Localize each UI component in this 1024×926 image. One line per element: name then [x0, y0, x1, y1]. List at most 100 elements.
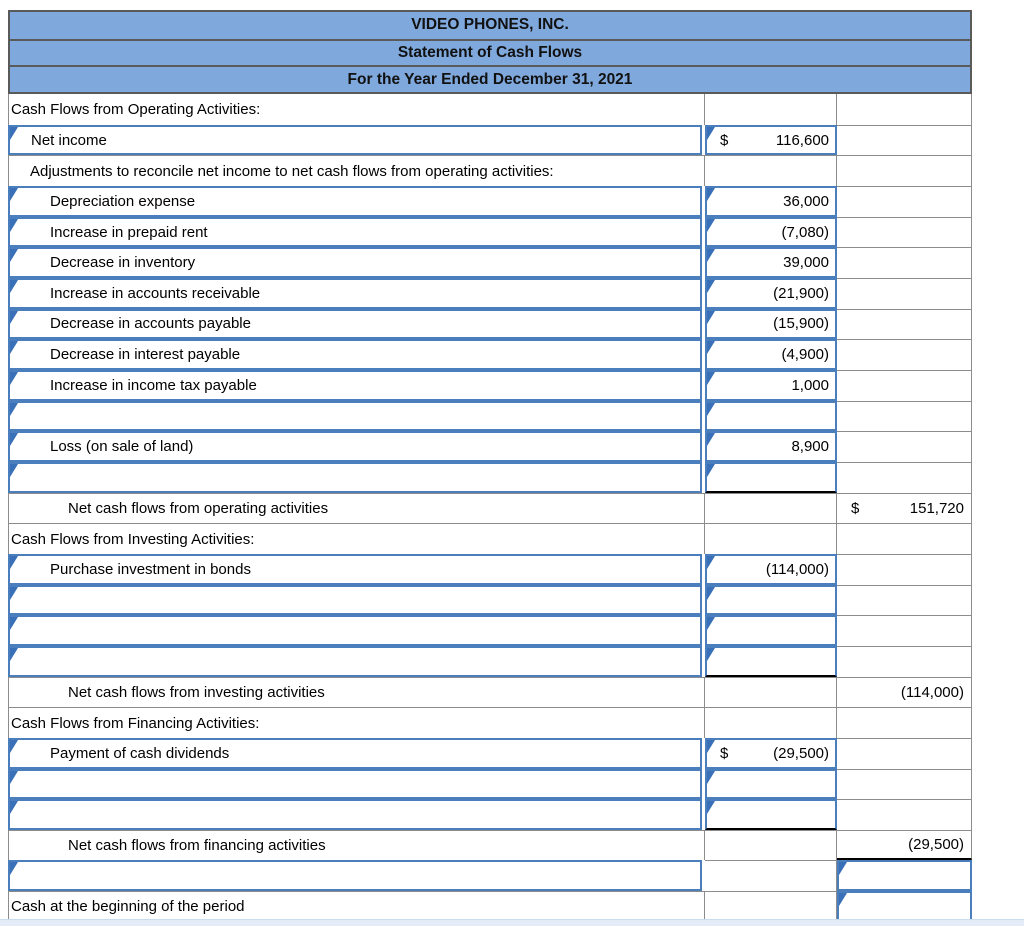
amount-input-cell-1[interactable]	[705, 768, 837, 800]
amount-input-cell-1[interactable]: (114,000)	[705, 553, 837, 585]
amount-value: (114,000)	[900, 683, 964, 701]
label-input-cell[interactable]	[8, 584, 702, 616]
label-cell: Cash Flows from Investing Activities:	[8, 523, 705, 554]
sheet-row: Cash Flows from Operating Activities:	[8, 94, 972, 125]
row-label: Cash at the beginning of the period	[11, 898, 245, 916]
label-input-cell[interactable]: Payment of cash dividends	[8, 737, 702, 769]
amount-value: 8,900	[791, 438, 829, 456]
label-cell: Net cash flows from financing activities	[8, 829, 705, 861]
amount-input-cell-2[interactable]	[837, 891, 972, 922]
amount-cell-1	[705, 707, 837, 738]
answer-cell-flag-icon	[707, 218, 715, 232]
sheet-row: Increase in prepaid rent (7,080)	[8, 216, 972, 248]
label-cell: Adjustments to reconcile net income to n…	[8, 155, 705, 187]
amount-input-cell-1[interactable]: (4,900)	[705, 339, 837, 370]
amount-cell-2	[837, 431, 972, 462]
amount-input-cell-1[interactable]: 39,000	[705, 247, 837, 278]
label-input-cell[interactable]	[8, 799, 702, 830]
answer-cell-flag-icon	[10, 586, 18, 600]
amount-input-cell-1[interactable]: (7,080)	[705, 216, 837, 248]
answer-cell-flag-icon	[707, 249, 715, 263]
label-input-cell[interactable]	[8, 768, 702, 800]
answer-cell-flag-icon	[10, 402, 18, 416]
label-input-cell[interactable]	[8, 400, 702, 432]
amount-input-cell-1[interactable]: 36,000	[705, 186, 837, 217]
answer-cell-flag-icon	[707, 371, 715, 385]
label-input-cell[interactable]: Decrease in accounts payable	[8, 308, 702, 340]
amount-input-cell-1[interactable]	[705, 645, 837, 677]
amount-input-cell-1[interactable]	[705, 400, 837, 432]
amount-input-cell-1[interactable]: (15,900)	[705, 308, 837, 340]
label-input-cell[interactable]: Increase in income tax payable	[8, 369, 702, 401]
amount-cell-2	[837, 339, 972, 370]
sheet-row	[8, 461, 972, 493]
label-input-cell[interactable]	[8, 860, 702, 892]
amount-cell-2	[837, 768, 972, 800]
amount-cell-1	[705, 829, 837, 861]
amount-cell-2	[837, 400, 972, 432]
answer-cell-flag-icon	[10, 862, 18, 876]
amount-cell-1	[705, 523, 837, 554]
label-input-cell[interactable]: Decrease in inventory	[8, 247, 702, 278]
answer-cell-flag-icon	[10, 433, 18, 447]
label-input-cell[interactable]: Purchase investment in bonds	[8, 553, 702, 585]
label-input-cell[interactable]	[8, 645, 702, 677]
label-input-cell[interactable]: Increase in prepaid rent	[8, 216, 702, 248]
sheet-row	[8, 400, 972, 432]
answer-cell-flag-icon	[839, 862, 847, 876]
row-label: Cash Flows from Investing Activities:	[11, 530, 255, 548]
statement-title: Statement of Cash Flows	[10, 38, 970, 66]
row-label: Loss (on sale of land)	[50, 438, 194, 456]
amount-cell-2	[837, 553, 972, 585]
amount-cell-2	[837, 216, 972, 248]
amount-value: (29,500)	[773, 744, 829, 762]
label-input-cell[interactable]: Net income	[8, 124, 702, 156]
row-label: Decrease in interest payable	[50, 346, 241, 364]
statement-header: VIDEO PHONES, INC. Statement of Cash Flo…	[8, 10, 972, 95]
amount-cell-2	[837, 615, 972, 646]
answer-cell-flag-icon	[839, 893, 847, 907]
amount-input-cell-1[interactable]: 8,900	[705, 431, 837, 462]
amount-input-cell-1[interactable]	[705, 799, 837, 830]
amount-value: (4,900)	[781, 346, 829, 364]
answer-cell-flag-icon	[707, 463, 715, 477]
amount-input-cell-1[interactable]	[705, 461, 837, 493]
answer-cell-flag-icon	[707, 310, 715, 324]
answer-cell-flag-icon	[707, 341, 715, 355]
amount-cell-2	[837, 308, 972, 340]
amount-cell-2	[837, 584, 972, 616]
sheet-row	[8, 615, 972, 646]
amount-input-cell-1[interactable]	[705, 615, 837, 646]
answer-cell-flag-icon	[10, 647, 18, 661]
label-cell: Cash Flows from Financing Activities:	[8, 707, 705, 738]
label-input-cell[interactable]	[8, 615, 702, 646]
amount-input-cell-2[interactable]	[837, 860, 972, 892]
amount-cell-2	[837, 94, 972, 125]
currency-symbol: $	[851, 499, 860, 517]
label-input-cell[interactable]: Depreciation expense	[8, 186, 702, 217]
label-input-cell[interactable]: Loss (on sale of land)	[8, 431, 702, 462]
answer-cell-flag-icon	[10, 310, 18, 324]
amount-input-cell-1[interactable]: (21,900)	[705, 278, 837, 309]
amount-input-cell-1[interactable]	[705, 584, 837, 616]
amount-input-cell-1[interactable]: 1,000	[705, 369, 837, 401]
row-label: Purchase investment in bonds	[50, 560, 251, 578]
sheet-row: Purchase investment in bonds (114,000)	[8, 553, 972, 585]
currency-symbol: $	[720, 131, 729, 149]
answer-cell-flag-icon	[10, 188, 18, 202]
row-label: Increase in income tax payable	[50, 376, 257, 394]
label-cell: Cash Flows from Operating Activities:	[8, 94, 705, 125]
label-input-cell[interactable]: Decrease in interest payable	[8, 339, 702, 370]
amount-input-cell-1[interactable]: $116,600	[705, 124, 837, 156]
amount-cell-2	[837, 124, 972, 156]
answer-cell-flag-icon	[10, 218, 18, 232]
label-input-cell[interactable]	[8, 461, 702, 493]
sheet-row	[8, 799, 972, 830]
amount-input-cell-1[interactable]: $ (29,500)	[705, 737, 837, 769]
amount-cell-2	[837, 461, 972, 493]
label-input-cell[interactable]: Increase in accounts receivable	[8, 278, 702, 309]
amount-cell-2: (114,000)	[837, 676, 972, 708]
sheet-row	[8, 645, 972, 677]
sheet-row: Adjustments to reconcile net income to n…	[8, 155, 972, 187]
amount-cell-1	[705, 492, 837, 524]
